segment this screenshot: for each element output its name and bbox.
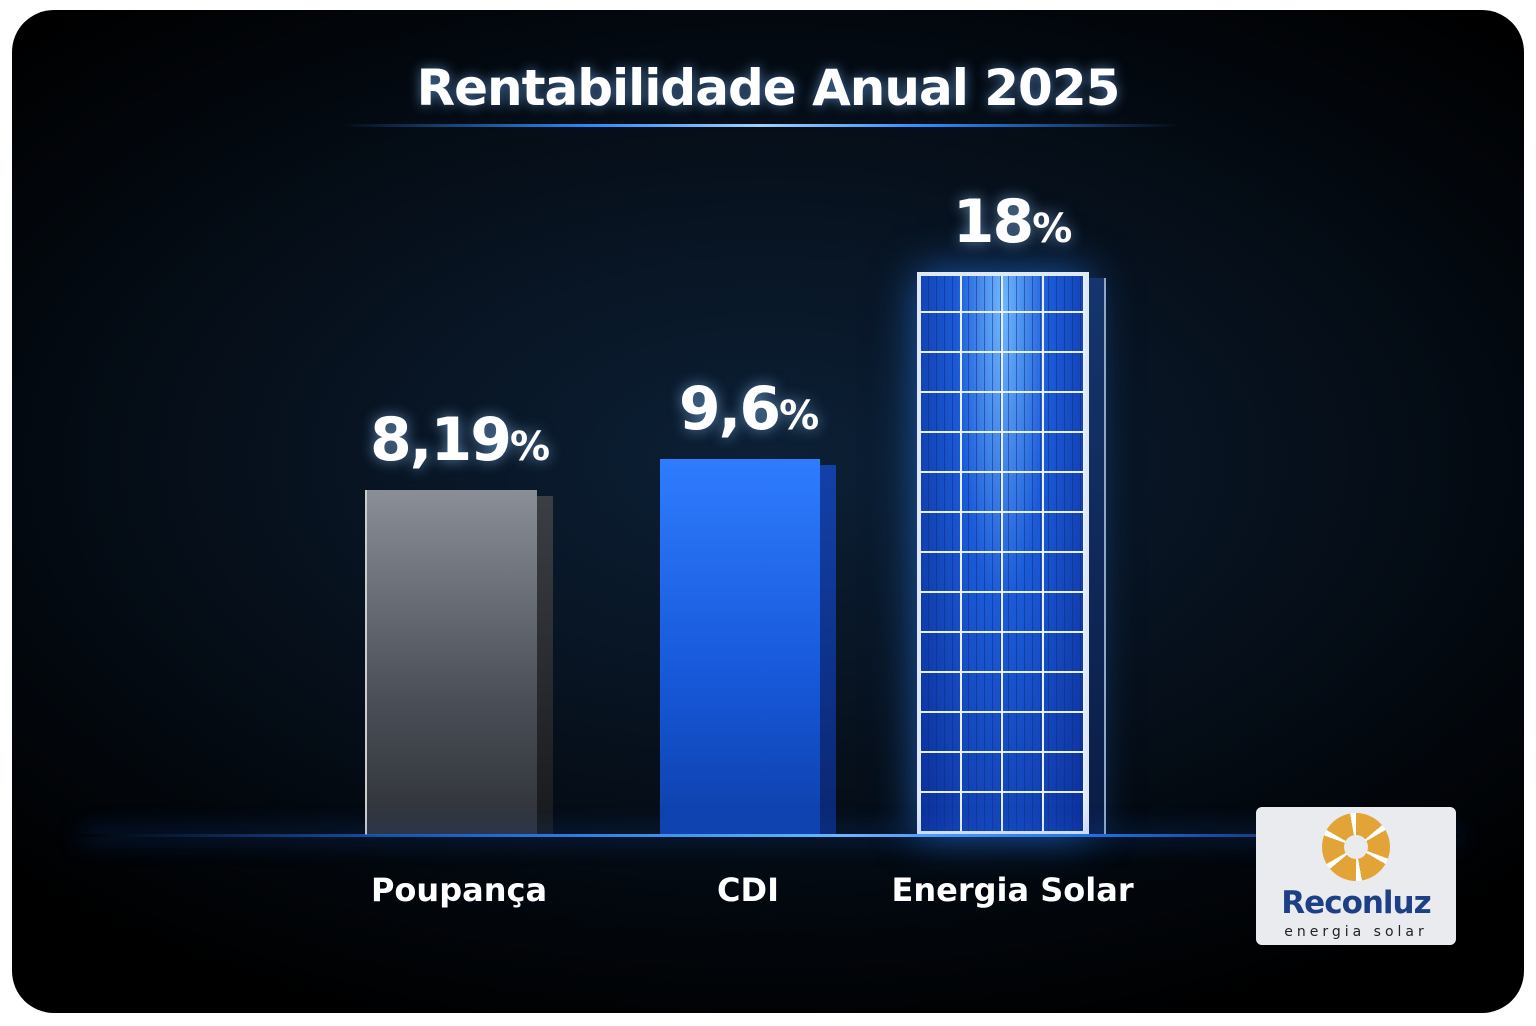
value-label: 8,19%	[359, 405, 559, 482]
value-unit: %	[509, 424, 550, 471]
bar-0	[365, 490, 553, 835]
bar-side	[1089, 278, 1106, 835]
bar-side	[537, 496, 553, 835]
value-number: 8,19	[369, 405, 512, 476]
bar-2	[917, 272, 1106, 835]
chart-title: Rentabilidade Anual 2025	[416, 59, 1121, 117]
reconluz-logo: Reconluz energia solar	[1256, 807, 1456, 945]
logo-tagline: energia solar	[1284, 924, 1428, 940]
value-label: 9,6%	[648, 374, 848, 451]
category-label: CDI	[717, 871, 779, 909]
bar-front	[660, 458, 820, 835]
value-label: 18%	[912, 187, 1112, 264]
category-label: Poupança	[370, 871, 548, 909]
value-number: 9,6	[678, 373, 781, 444]
value-unit: %	[1032, 206, 1072, 253]
bar-front	[365, 490, 537, 835]
logo-name: Reconluz	[1281, 885, 1431, 921]
title-underline	[340, 124, 1180, 127]
bar-front	[917, 272, 1089, 835]
bar-1	[660, 458, 836, 835]
category-label: Energia Solar	[891, 871, 1134, 909]
sun-icon	[1322, 813, 1390, 881]
value-number: 18	[952, 187, 1034, 258]
floor-glow	[80, 834, 1460, 837]
value-unit: %	[779, 392, 819, 439]
bar-side	[820, 464, 836, 835]
